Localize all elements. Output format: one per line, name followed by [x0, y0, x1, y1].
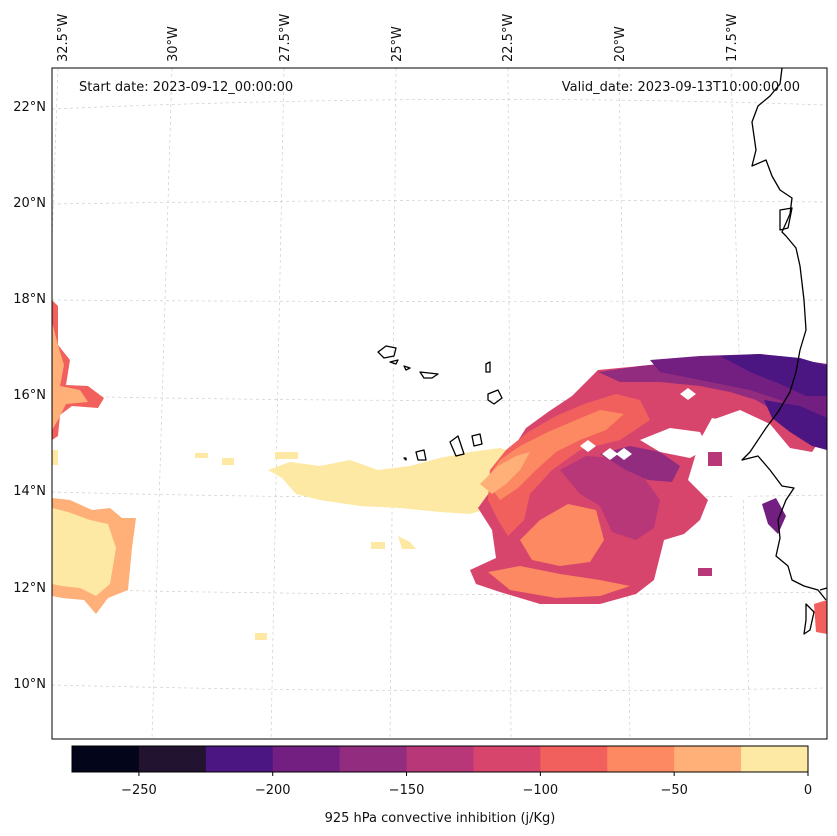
lon-label: 22.5°W — [501, 14, 516, 62]
cin-region-east-south-rim — [488, 566, 630, 598]
gridline-lat-20 — [51, 200, 828, 205]
colorbar-tick-label: −100 — [523, 783, 559, 798]
gridline-lat-12 — [51, 588, 828, 595]
island-santiago — [449, 433, 483, 457]
colorbar-bin — [272, 746, 341, 772]
coastlines — [377, 67, 828, 635]
island-boa-vista — [487, 389, 503, 405]
cin-region-east-band-pale — [480, 452, 530, 494]
colorbar-title: 925 hPa convective inhibition (j/Kg) — [325, 811, 556, 826]
cin-region-west-edge-inner — [52, 322, 88, 430]
cin-region-east-swirl — [520, 504, 604, 566]
gridline-lon-27-5 — [270, 67, 285, 740]
lat-label: 12°N — [13, 581, 46, 596]
map-frame — [51, 67, 828, 740]
colorbar-bin — [473, 746, 541, 772]
lat-label: 20°N — [13, 196, 46, 211]
cin-region-central-tongue — [268, 448, 520, 514]
lon-label: 27.5°W — [278, 14, 293, 62]
cin-holes-small — [580, 388, 696, 460]
colorbar-bin — [72, 746, 140, 772]
colorbar-bin — [406, 746, 474, 772]
lon-label: 32.5°W — [56, 14, 71, 62]
colorbar-ticks: −250 −200 −150 −100 −50 0 — [121, 772, 812, 798]
gridline-lon-32-5 — [51, 67, 59, 241]
gridline-lat-10 — [51, 684, 828, 692]
gridline-lat-14 — [51, 491, 828, 499]
gridline-lon-17-5 — [730, 67, 751, 740]
cin-region-east-core — [560, 456, 660, 540]
cin-contours — [52, 300, 827, 640]
coastline-africa — [741, 67, 827, 601]
colorbar-bin — [674, 746, 742, 772]
lat-label: 10°N — [13, 677, 46, 692]
colorbar-tick-label: −250 — [121, 783, 157, 798]
coastline-africa-detail — [779, 207, 793, 231]
lat-label: 18°N — [13, 292, 46, 307]
cin-region-southwest-inner — [52, 508, 116, 596]
cin-patch-e1 — [708, 452, 722, 466]
island-sao-vicente-group — [389, 359, 439, 379]
gridline-lon-25 — [389, 67, 397, 740]
lon-label: 20°W — [613, 26, 628, 62]
gridline-lat-18 — [51, 299, 828, 302]
cin-region-coast-dark — [764, 400, 827, 450]
lon-axis-labels: 32.5°W 30°W 27.5°W 25°W 22.5°W 20°W 17.5… — [56, 14, 740, 62]
start-date-label: Start date: 2023-09-12_00:00:00 — [79, 80, 293, 95]
gridline-lon-22-5 — [507, 67, 512, 740]
cin-region-west-fleck — [52, 450, 58, 465]
colorbar-bin — [741, 746, 809, 772]
cin-hole-1 — [640, 428, 708, 458]
lat-label: 16°N — [13, 388, 46, 403]
colorbar-tick-label: −150 — [389, 783, 425, 798]
island-santo-antao — [377, 345, 397, 359]
gridline-lon-20 — [618, 67, 631, 740]
colorbar-tick-label: 0 — [804, 783, 812, 798]
lon-label: 30°W — [166, 26, 181, 62]
colorbar-tick-label: −50 — [660, 783, 687, 798]
cin-region-north-ridge-darkest — [720, 354, 827, 396]
island-sal — [485, 361, 491, 373]
cin-patch-e4 — [814, 600, 827, 634]
cin-hole-2 — [710, 410, 790, 500]
lon-label: 17.5°W — [725, 14, 740, 62]
cin-region-east-band — [488, 394, 650, 536]
valid-date-label: Valid_date: 2023-09-13T10:00:00.00 — [562, 80, 800, 95]
cin-region-east-band-light — [486, 410, 624, 500]
cin-patch-e2 — [698, 568, 712, 576]
graticule — [51, 67, 828, 740]
colorbar-bin — [540, 746, 608, 772]
lon-label: 25°W — [390, 26, 405, 62]
cin-patch-e3 — [762, 498, 786, 534]
colorbar-bin — [205, 746, 274, 772]
island-fogo-brava — [403, 449, 427, 461]
colorbar-tick-label: −200 — [255, 783, 291, 798]
colorbar — [72, 746, 809, 772]
gridline-lat-22 — [51, 99, 828, 110]
coastline-africa-islands — [803, 587, 828, 635]
lat-label: 22°N — [13, 100, 46, 115]
gridline-lon-30 — [151, 67, 173, 740]
lat-label: 14°N — [13, 484, 46, 499]
colorbar-bin — [607, 746, 675, 772]
lat-axis-labels: 22°N 20°N 18°N 16°N 14°N 12°N 10°N — [13, 100, 46, 692]
colorbar-frame — [71, 745, 809, 773]
cin-region-scattered-flecks — [195, 452, 416, 640]
colorbar-bin — [138, 746, 207, 772]
gridline-lat-16 — [51, 395, 828, 401]
colorbar-bin — [339, 746, 408, 772]
